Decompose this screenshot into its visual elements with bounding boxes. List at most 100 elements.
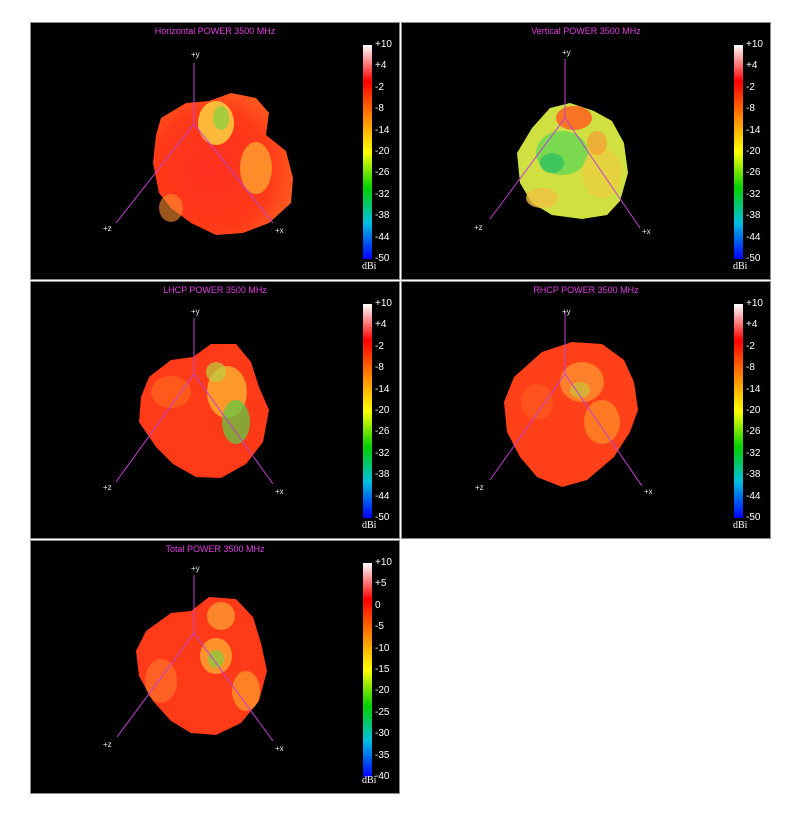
scale-tick-label: +4 <box>746 60 758 72</box>
axis-z <box>115 123 195 224</box>
label-x: +x <box>275 487 284 496</box>
pattern-surface <box>139 344 269 478</box>
label-y: +y <box>562 48 571 57</box>
surface-patch <box>159 194 183 222</box>
scale-tick-label: -2 <box>375 81 384 93</box>
axis-x <box>193 373 274 485</box>
color-scale-bar <box>734 45 743 259</box>
surface-patch <box>207 602 235 630</box>
scale-tick-label: -50 <box>746 512 761 523</box>
color-scale-unit: dBi <box>733 520 748 531</box>
panel-title: Horizontal POWER 3500 MHz <box>154 26 276 36</box>
panel-total: +y +z +x Total POWER 3500 MHz +10 +5 0 -5 -1… <box>30 540 400 794</box>
label-z: +z <box>103 224 112 233</box>
label-z: +z <box>103 740 112 749</box>
color-scale-unit: dBi <box>362 775 377 786</box>
scale-tick-label: -50 <box>746 253 761 264</box>
radiation-pattern-3d: +y +z +x <box>475 307 653 496</box>
color-scale-bar <box>363 45 372 259</box>
label-z: +z <box>475 483 484 492</box>
color-scale-unit: dBi <box>733 261 748 272</box>
axis-x <box>564 117 641 229</box>
scale-tick-label: -26 <box>375 426 390 438</box>
surface-patch <box>208 650 224 668</box>
scale-tick-label: -44 <box>375 490 390 502</box>
pattern-surface <box>504 342 638 487</box>
scale-tick-label: -10 <box>375 642 390 654</box>
label-x: +x <box>275 744 284 753</box>
scale-tick-label: -2 <box>746 81 755 93</box>
axis-x <box>193 123 274 224</box>
axis-z <box>489 373 566 481</box>
scale-tick-label: -32 <box>746 188 761 200</box>
scale-tick-label: +10 <box>375 298 392 309</box>
surface-patch <box>526 188 558 208</box>
panel-title: Total POWER 3500 MHz <box>165 544 265 554</box>
surface-patch <box>570 382 590 398</box>
panel-title: RHCP POWER 3500 MHz <box>533 285 639 295</box>
scale-tick-label: +4 <box>746 319 758 331</box>
scale-tick-label: -2 <box>375 340 384 352</box>
scale-tick-label: -14 <box>746 124 761 136</box>
label-y: +y <box>191 564 200 573</box>
scale-tick-label: -50 <box>375 253 390 264</box>
scale-tick-label: -25 <box>375 706 390 718</box>
radiation-pattern-3d: +y +z +x <box>474 48 651 236</box>
axis-x <box>193 632 274 742</box>
axis-z <box>489 117 566 220</box>
label-x: +x <box>642 227 651 236</box>
scale-tick-label: -35 <box>375 749 390 761</box>
surface-patch <box>521 384 553 420</box>
panel-title: Vertical POWER 3500 MHz <box>531 26 641 36</box>
scale-tick-label: -14 <box>746 383 761 395</box>
color-scale-bar <box>734 304 743 518</box>
label-y: +y <box>562 307 571 316</box>
axis-x <box>564 373 643 487</box>
scale-tick-label: -26 <box>746 167 761 179</box>
panel-horizontal: +y +z +x Horizontal POWER 3500 MHz +10 +4… <box>30 22 400 280</box>
surface-patch <box>540 153 564 173</box>
scale-tick-label: -8 <box>746 362 755 374</box>
surface-patch <box>206 362 226 382</box>
scale-tick-label: -20 <box>746 405 761 416</box>
color-scale-unit: dBi <box>362 520 377 531</box>
surface-patch <box>213 106 229 130</box>
panel-lhcp: +y +z +x LHCP POWER 3500 MHz +10 +4 -2 -8 -1… <box>30 281 400 539</box>
scale-tick-label: +10 <box>375 557 392 568</box>
scale-tick-label: -32 <box>375 188 390 200</box>
scale-tick-label: -30 <box>375 728 390 740</box>
scale-tick-label: -44 <box>746 490 761 502</box>
radiation-pattern-3d: +y +z +x <box>103 564 284 753</box>
label-x: +x <box>275 226 284 235</box>
surface-patch <box>151 376 191 408</box>
label-y: +y <box>191 50 200 59</box>
scale-tick-label: +4 <box>375 319 387 331</box>
scale-tick-label: +4 <box>375 60 387 72</box>
scale-tick-label: +5 <box>375 578 387 590</box>
scale-tick-label: -20 <box>375 685 390 697</box>
radiation-pattern-3d: +y +z +x <box>103 50 293 235</box>
scale-tick-label: -44 <box>746 231 761 243</box>
scale-tick-label: -8 <box>375 362 384 374</box>
panel-title: LHCP POWER 3500 MHz <box>163 285 267 295</box>
surface-patch <box>145 659 177 703</box>
color-scale-bar <box>363 563 372 777</box>
scale-tick-label: -38 <box>375 210 390 222</box>
scale-tick-label: -20 <box>746 146 761 157</box>
scale-tick-label: -50 <box>375 512 390 523</box>
scale-tick-label: -20 <box>375 146 390 157</box>
scale-tick-label: -38 <box>375 469 390 481</box>
axis-z <box>116 632 195 738</box>
scale-tick-label: -32 <box>746 447 761 459</box>
scale-tick-label: -14 <box>375 124 390 136</box>
scale-tick-label: -8 <box>375 103 384 115</box>
surface-patch <box>587 131 607 155</box>
label-z: +z <box>103 483 112 492</box>
surface-patch <box>584 400 620 444</box>
label-y: +y <box>191 307 200 316</box>
surface-patch <box>240 142 272 194</box>
scale-tick-label: -38 <box>746 469 761 481</box>
scale-tick-label: -38 <box>746 210 761 222</box>
scale-tick-label: -32 <box>375 447 390 459</box>
scale-tick-label: -44 <box>375 231 390 243</box>
